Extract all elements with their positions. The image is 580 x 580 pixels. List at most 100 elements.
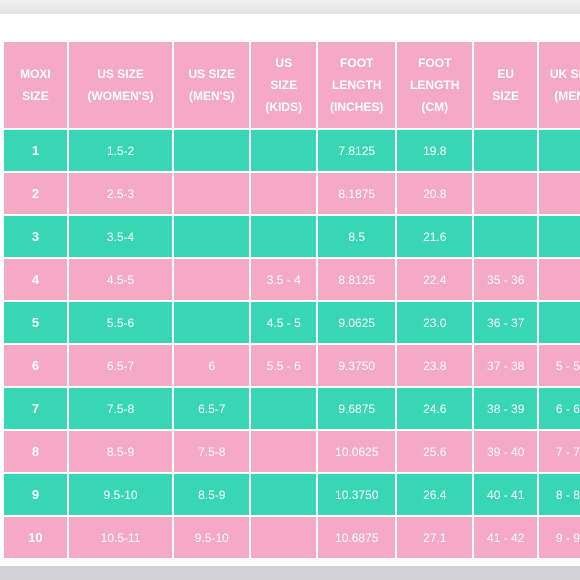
column-header-line: LENGTH [332, 78, 382, 92]
table-row: 4 4.5-5 3.5 - 4 8.8125 22.4 35 - 36 [4, 259, 580, 300]
table-cell: 40 - 41 [474, 474, 538, 515]
column-header-line: SIZE [492, 89, 520, 103]
table-cell: 6 [174, 345, 250, 386]
table-cell: 10.6875 [318, 517, 396, 558]
bottom-edge [0, 566, 580, 580]
table-cell: 1.5-2 [68, 130, 173, 171]
table-cell [474, 173, 538, 214]
table-cell: 8.1875 [318, 173, 396, 214]
column-header: US SIZE (KIDS) [251, 42, 317, 128]
moxi-size-cell: 8 [4, 431, 67, 472]
column-header-line: (MEN [554, 89, 580, 103]
size-chart-sheet: MOXI SIZE US SIZE (WOMEN'S) US SIZE (MEN'S) US… [0, 14, 580, 566]
table-cell [251, 388, 317, 429]
table-cell: 6.5-7 [174, 388, 250, 429]
moxi-size-cell: 3 [4, 216, 67, 257]
column-header-line: US [275, 56, 293, 70]
table-cell [539, 216, 580, 257]
moxi-size-cell: 2 [4, 173, 67, 214]
table-cell: 25.6 [397, 431, 473, 472]
table-cell: 10.0625 [318, 431, 396, 472]
table-cell [539, 173, 580, 214]
table-cell [474, 130, 538, 171]
table-cell: 7.8125 [318, 130, 396, 171]
column-header-line: FOOT [340, 56, 374, 70]
table-cell [251, 216, 317, 257]
moxi-size-cell: 7 [4, 388, 67, 429]
column-header: US SIZE (MEN'S) [174, 42, 250, 128]
moxi-size-cell: 9 [4, 474, 67, 515]
table-cell: 5.5-6 [68, 302, 173, 343]
table-cell: 3.5-4 [68, 216, 173, 257]
table-cell: 37 - 38 [474, 345, 538, 386]
table-cell: 4.5-5 [68, 259, 173, 300]
table-cell: 7.5-8 [68, 388, 173, 429]
column-header-line: US SIZE [188, 67, 236, 81]
table-cell: 41 - 42 [474, 517, 538, 558]
column-header: MOXI SIZE [4, 42, 67, 128]
table-cell: 6.5-7 [68, 345, 173, 386]
table-cell: 7.5-8 [174, 431, 250, 472]
moxi-size-cell: 6 [4, 345, 67, 386]
table-cell [251, 517, 317, 558]
table-cell: 8.5 [318, 216, 396, 257]
table-row: 3 3.5-4 8.5 21.6 [4, 216, 580, 257]
column-header-line: US SIZE [97, 67, 144, 81]
table-row: 2 2.5-3 8.1875 20.8 [4, 173, 580, 214]
moxi-size-cell: 4 [4, 259, 67, 300]
table-cell: 26.4 [397, 474, 473, 515]
table-cell: 6 - 6. [539, 388, 580, 429]
table-cell: 9.3750 [318, 345, 396, 386]
table-cell [474, 216, 538, 257]
table-cell: 9.6875 [318, 388, 396, 429]
table-cell: 38 - 39 [474, 388, 538, 429]
column-header-line: LENGTH [410, 78, 460, 92]
table-cell: 23.0 [397, 302, 473, 343]
table-cell [174, 302, 250, 343]
column-header-line: (INCHES) [330, 100, 384, 114]
column-header-line: (MEN'S) [189, 89, 235, 103]
table-cell: 9.5-10 [68, 474, 173, 515]
table-cell: 9.5-10 [174, 517, 250, 558]
column-header-line: EU [497, 67, 515, 81]
table-cell: 35 - 36 [474, 259, 538, 300]
column-header-line: MOXI [20, 67, 51, 81]
table-cell [251, 130, 317, 171]
column-header-line: SIZE [270, 78, 298, 92]
column-header-line: UK SIZ [549, 67, 580, 81]
table-cell [174, 259, 250, 300]
table-cell: 9 - 9. [539, 517, 580, 558]
column-header: FOOT LENGTH (INCHES) [318, 42, 396, 128]
header-row: MOXI SIZE US SIZE (WOMEN'S) US SIZE (MEN'S) US… [4, 42, 580, 128]
moxi-size-cell: 5 [4, 302, 67, 343]
table-cell [251, 431, 317, 472]
top-edge [0, 0, 580, 14]
table-cell: 36 - 37 [474, 302, 538, 343]
table-cell: 8.8125 [318, 259, 396, 300]
table-cell: 7 - 7. [539, 431, 580, 472]
table-row: 1 1.5-2 7.8125 19.8 [4, 130, 580, 171]
table-cell: 24.6 [397, 388, 473, 429]
table-cell: 4.5 - 5 [251, 302, 317, 343]
column-header-line: (WOMEN'S) [87, 89, 154, 103]
column-header-line: (CM) [421, 100, 449, 114]
table-cell [174, 130, 250, 171]
moxi-size-cell: 1 [4, 130, 67, 171]
table-cell: 5 - 5. [539, 345, 580, 386]
table-cell: 20.8 [397, 173, 473, 214]
size-chart-table: MOXI SIZE US SIZE (WOMEN'S) US SIZE (MEN'S) US… [2, 40, 580, 560]
table-cell: 39 - 40 [474, 431, 538, 472]
table-cell: 5.5 - 6 [251, 345, 317, 386]
table-cell: 19.8 [397, 130, 473, 171]
table-body: 1 1.5-2 7.8125 19.8 2 2.5-3 8.1875 20.8 3 3.5-4 8.… [4, 130, 580, 558]
table-cell: 23.8 [397, 345, 473, 386]
table-cell: 8 - 8. [539, 474, 580, 515]
table-cell [539, 130, 580, 171]
table-cell: 21.6 [397, 216, 473, 257]
column-header-line: SIZE [22, 89, 49, 103]
table-cell: 8.5-9 [174, 474, 250, 515]
